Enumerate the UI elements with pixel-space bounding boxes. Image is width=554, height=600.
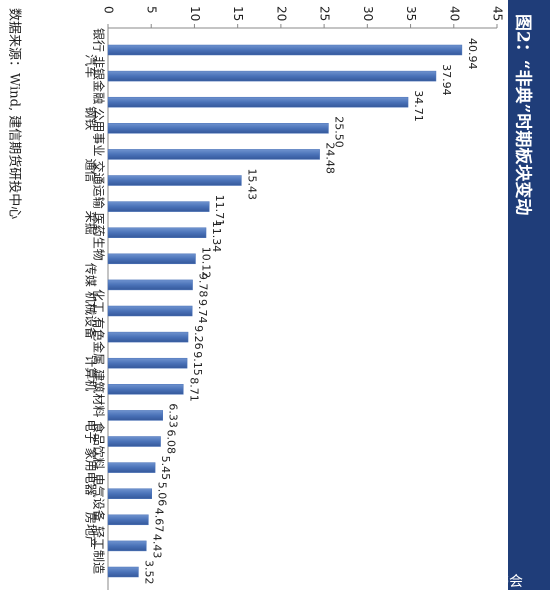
category-label: 电子 bbox=[84, 419, 98, 443]
bar bbox=[107, 566, 139, 578]
source-note: 数据来源：Wind, 建信期货研投中心 bbox=[7, 8, 23, 219]
bar bbox=[107, 175, 242, 186]
category-label: 电气设备 bbox=[92, 474, 107, 522]
bar bbox=[107, 305, 193, 317]
value-label: 24.48 bbox=[324, 142, 337, 174]
value-label: 40.94 bbox=[466, 38, 479, 70]
category-label: 轻工制造 bbox=[92, 526, 106, 574]
value-label: 10.12 bbox=[199, 247, 212, 278]
bar bbox=[107, 44, 463, 56]
bar bbox=[107, 488, 152, 499]
category-label: 家用电器 bbox=[84, 448, 99, 496]
category-label: 有色金属 bbox=[92, 317, 107, 365]
category-label: 食品饮料 bbox=[92, 422, 107, 470]
bar bbox=[107, 384, 184, 395]
value-label: 6.33 bbox=[167, 403, 180, 428]
value-label: 11.71 bbox=[213, 195, 226, 227]
category-label: 房地产 bbox=[84, 512, 99, 548]
bar bbox=[107, 149, 320, 160]
category-label: 钢铁 bbox=[84, 106, 98, 130]
chart-title: 图2：“非典”时期板块变动 bbox=[513, 14, 534, 215]
value-label: 4.67 bbox=[152, 508, 165, 533]
bar bbox=[107, 123, 329, 134]
y-tick-label: 35 bbox=[404, 6, 418, 21]
category-label: 非银金融 bbox=[92, 56, 107, 104]
value-label: 9.26 bbox=[192, 325, 205, 350]
bar bbox=[107, 227, 207, 238]
bar bbox=[107, 540, 147, 552]
category-label: 建筑材料 bbox=[92, 369, 107, 417]
value-label: 15.43 bbox=[245, 169, 258, 201]
category-label: 通信 bbox=[84, 158, 98, 182]
value-label: 9.74 bbox=[196, 299, 209, 324]
bar bbox=[107, 410, 163, 421]
y-tick-label: 20 bbox=[274, 6, 288, 21]
bar bbox=[107, 96, 409, 108]
value-label: 3.52 bbox=[142, 560, 155, 585]
bar bbox=[107, 201, 210, 212]
bar bbox=[107, 514, 149, 526]
y-tick-label: 15 bbox=[231, 6, 245, 21]
bar bbox=[107, 279, 193, 291]
category-label: 计算机 bbox=[84, 355, 99, 391]
category-label: 银行 bbox=[92, 28, 106, 52]
value-label: 25.50 bbox=[332, 116, 345, 148]
value-label: 9.15 bbox=[191, 351, 204, 376]
value-label: 6.08 bbox=[165, 430, 178, 455]
bar bbox=[107, 253, 196, 265]
y-tick-label: 10 bbox=[188, 6, 202, 21]
category-label: 化工 bbox=[92, 289, 106, 313]
watermark: 雪球：巴菲特读书会 bbox=[397, 573, 523, 590]
y-tick-label: 5 bbox=[145, 6, 159, 14]
value-label: 9.78 bbox=[197, 273, 210, 298]
category-label: 医药生物 bbox=[92, 213, 106, 261]
value-label: 4.43 bbox=[150, 534, 163, 559]
category-label: 采掘 bbox=[84, 211, 99, 235]
bar bbox=[107, 357, 188, 369]
category-label: 公用事业 bbox=[92, 108, 106, 156]
value-label: 34.71 bbox=[412, 90, 425, 122]
value-label: 8.71 bbox=[187, 377, 200, 402]
bar bbox=[107, 462, 156, 473]
value-label: 11.34 bbox=[210, 221, 223, 253]
bar bbox=[107, 436, 161, 447]
category-label: 机械设备 bbox=[84, 291, 99, 339]
y-tick-label: 45 bbox=[491, 6, 505, 21]
value-label: 5.45 bbox=[159, 456, 172, 481]
category-label: 汽车 bbox=[84, 54, 99, 78]
category-label: 交通运输 bbox=[92, 161, 107, 209]
value-label: 37.94 bbox=[440, 64, 453, 96]
y-tick-label: 25 bbox=[318, 6, 332, 21]
value-label: 5.06 bbox=[156, 482, 169, 507]
y-tick-label: 30 bbox=[361, 6, 375, 21]
bar bbox=[107, 70, 437, 82]
title-band bbox=[508, 0, 550, 590]
y-tick-label: 0 bbox=[102, 6, 116, 14]
category-label: 传媒 bbox=[84, 263, 99, 287]
y-tick-label: 40 bbox=[447, 6, 461, 21]
bar bbox=[107, 331, 189, 343]
